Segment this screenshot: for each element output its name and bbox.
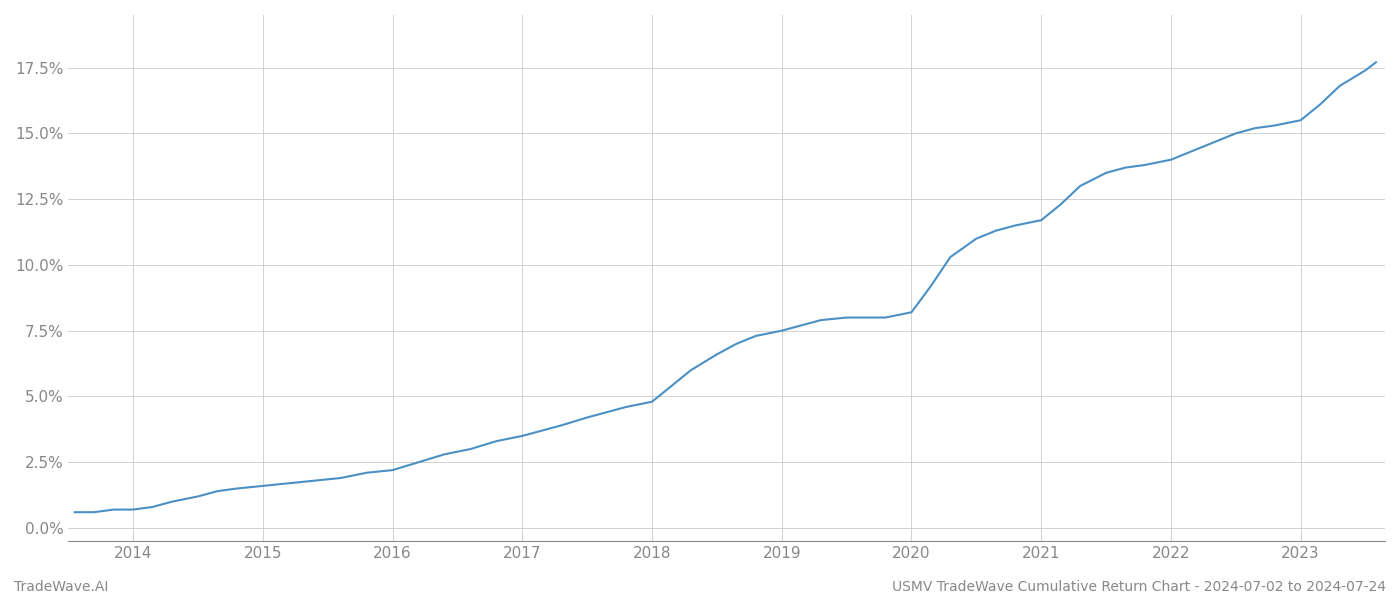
Text: USMV TradeWave Cumulative Return Chart - 2024-07-02 to 2024-07-24: USMV TradeWave Cumulative Return Chart -… — [892, 580, 1386, 594]
Text: TradeWave.AI: TradeWave.AI — [14, 580, 108, 594]
